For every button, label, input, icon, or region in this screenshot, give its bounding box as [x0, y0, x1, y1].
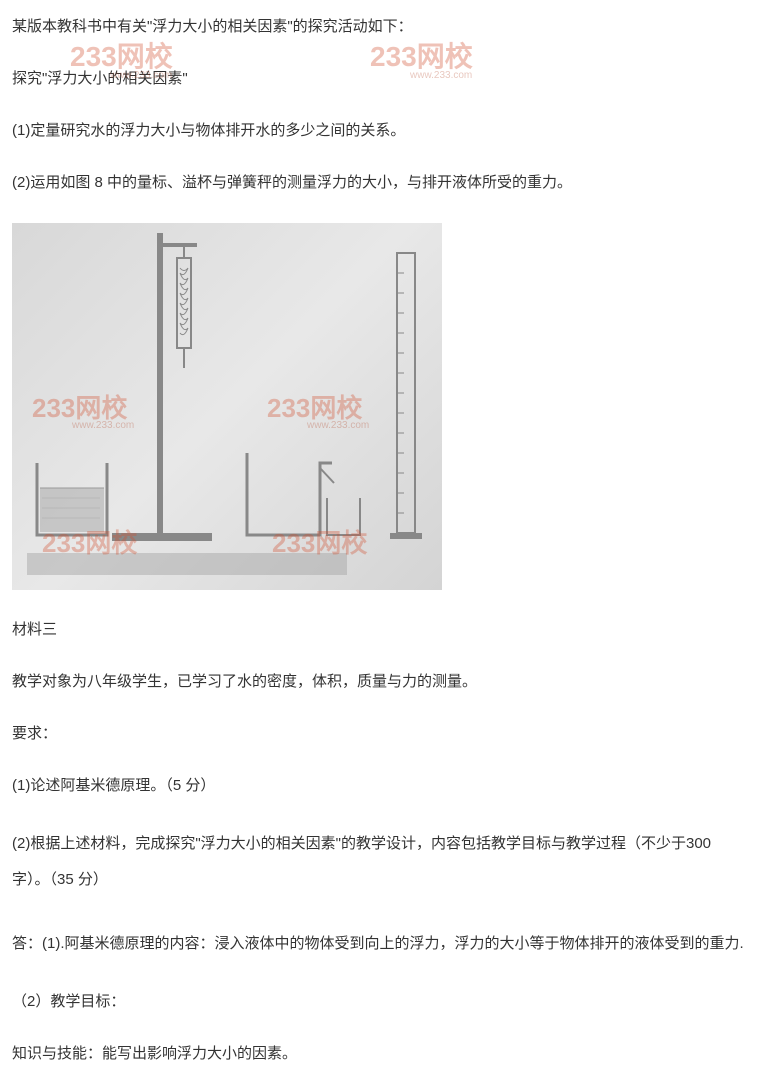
paragraph-material3: 材料三 — [12, 618, 752, 642]
paragraph-intro: 某版本教科书中有关"浮力大小的相关因素"的探究活动如下： — [12, 15, 752, 39]
paragraph-title: 探究"浮力大小的相关因素" — [12, 67, 752, 91]
paragraph-answer2-content: 知识与技能：能写出影响浮力大小的因素。 — [12, 1042, 752, 1066]
paragraph-answer1: 答：(1).阿基米德原理的内容：浸入液体中的物体受到向上的浮力，浮力的大小等于物… — [12, 926, 752, 962]
paragraph-audience: 教学对象为八年级学生，已学习了水的密度，体积，质量与力的测量。 — [12, 670, 752, 694]
paragraph-item1: (1)定量研究水的浮力大小与物体排开水的多少之间的关系。 — [12, 119, 752, 143]
paragraph-requirements: 要求： — [12, 722, 752, 746]
apparatus-svg — [12, 223, 442, 590]
paragraph-item2: (2)运用如图 8 中的量标、溢杯与弹簧秤的测量浮力的大小，与排开液体所受的重力… — [12, 171, 752, 195]
paragraph-answer2-title: （2）教学目标： — [12, 990, 752, 1014]
experiment-figure: 233网校 www.233.com 233网校 www.233.com 233网… — [12, 223, 442, 590]
paragraph-req1: (1)论述阿基米德原理。（5 分） — [12, 774, 752, 798]
paragraph-req2: (2)根据上述材料，完成探究"浮力大小的相关因素"的教学设计，内容包括教学目标与… — [12, 826, 752, 898]
